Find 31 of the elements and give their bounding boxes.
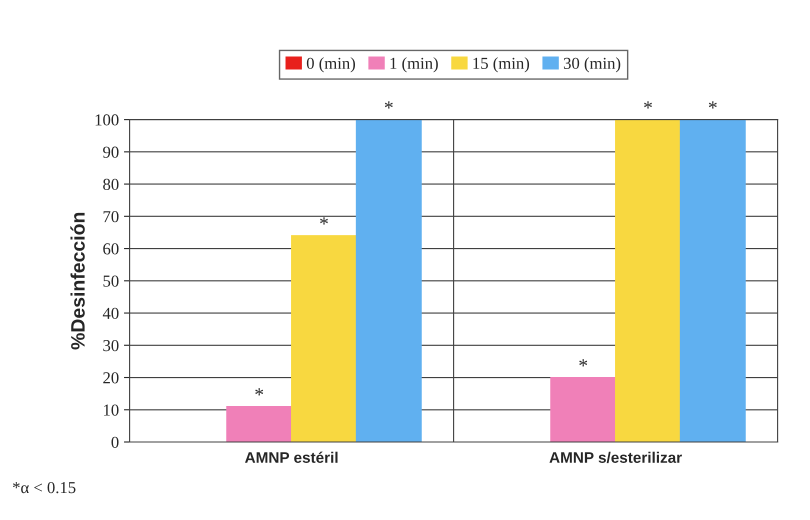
y-tick-label: 90 — [103, 146, 119, 158]
annotation: * — [644, 101, 652, 108]
bar — [356, 120, 422, 442]
bar — [226, 406, 292, 442]
annotation: * — [579, 359, 588, 366]
legend-label: 0 (min) — [306, 57, 356, 72]
bar — [291, 235, 357, 442]
y-tick-label: 80 — [103, 178, 119, 190]
y-tick-label: 20 — [103, 372, 119, 384]
legend-label: 1 (min) — [390, 57, 438, 72]
legend-label: 30 (min) — [564, 57, 620, 72]
annotation: * — [320, 217, 328, 225]
y-tick-label: 40 — [102, 308, 119, 319]
y-tick-label: 60 — [103, 243, 119, 255]
x-tick-label: AMNP s/esterilizar — [549, 452, 682, 464]
y-tick-label: 70 — [104, 211, 119, 222]
annotation: * — [255, 388, 264, 396]
bar — [680, 120, 746, 442]
x-tick-label: AMNP estéril — [244, 452, 338, 463]
y-tick-label: 30 — [103, 340, 119, 352]
text: *α < 0.15 — [12, 482, 76, 494]
y-tick-label: 0 — [111, 436, 119, 448]
y-axis-title: %Desinfección — [70, 212, 85, 350]
y-tick-label: 50 — [103, 276, 119, 287]
bar — [550, 376, 616, 442]
text: * — [384, 101, 393, 108]
y-tick-label: 10 — [104, 404, 119, 416]
text: * — [708, 101, 717, 108]
bar — [615, 120, 681, 442]
y-tick-label: 100 — [96, 114, 119, 126]
legend-label: 15 (min) — [473, 57, 530, 72]
